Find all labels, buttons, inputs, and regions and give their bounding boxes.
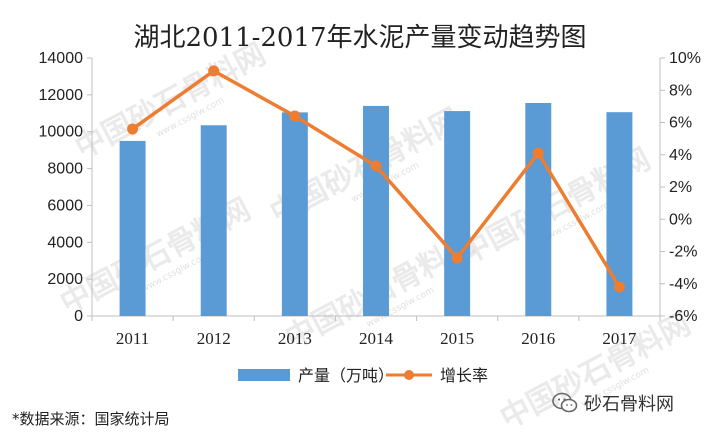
growth-point-2014 <box>370 160 382 172</box>
y-axis-right-ticks: -6% -4% -2% 0% 2% 4% 6% 8% 10% <box>660 50 701 325</box>
y-right-tick-label: 2% <box>669 179 692 196</box>
y-right-tick-label: 6% <box>669 115 692 132</box>
bar-2015 <box>444 111 471 317</box>
y-left-tick-label: 6000 <box>47 197 83 214</box>
y-right-tick-label: 4% <box>669 147 692 164</box>
x-tick-label: 2013 <box>278 329 312 348</box>
y-left-tick-label: 0 <box>74 308 83 325</box>
bar-2011 <box>119 140 146 316</box>
bar-series <box>119 102 633 317</box>
legend-line-label: 增长率 <box>440 366 488 385</box>
x-tick-label: 2015 <box>440 329 474 348</box>
growth-point-2011 <box>127 123 139 135</box>
legend-line-marker <box>404 370 414 380</box>
y-right-tick-label: 8% <box>669 82 692 99</box>
x-tick-label: 2016 <box>521 329 555 348</box>
y-left-tick-label: 14000 <box>39 50 84 67</box>
y-right-tick-label: -6% <box>669 308 697 325</box>
legend-bar-swatch <box>238 369 290 381</box>
chart-title: 湖北2011-2017年水泥产量变动趋势图 <box>133 23 586 53</box>
brand-label: 砂石骨料网 <box>584 394 674 415</box>
growth-point-2012 <box>208 65 220 77</box>
y-left-tick-label: 10000 <box>39 124 84 141</box>
y-axis-left-ticks: 0 2000 4000 6000 8000 10000 12000 14000 <box>39 50 92 325</box>
bar-2016 <box>525 102 552 316</box>
growth-point-2017 <box>613 281 625 293</box>
x-tick-label: 2014 <box>359 329 394 348</box>
source-note: *数据来源：国家统计局 <box>12 410 170 428</box>
y-right-tick-label: -2% <box>669 244 697 261</box>
y-left-tick-label: 4000 <box>47 234 83 251</box>
y-right-tick-label: 10% <box>669 50 701 67</box>
y-left-tick-label: 8000 <box>47 161 83 178</box>
brand: 砂石骨料网 <box>552 390 674 416</box>
x-tick-label: 2012 <box>197 329 231 348</box>
x-axis-ticks: 2011 2012 2013 2014 2015 2016 2017 <box>91 316 661 348</box>
y-left-tick-label: 12000 <box>39 87 84 104</box>
bar-2013 <box>281 112 308 316</box>
growth-point-2016 <box>532 147 544 159</box>
line-series <box>127 65 625 293</box>
wechat-icon <box>552 392 578 413</box>
growth-point-2013 <box>289 110 301 122</box>
bar-2012 <box>200 125 227 316</box>
bar-2014 <box>363 105 389 317</box>
legend: 产量（万吨） 增长率 <box>238 366 488 385</box>
growth-point-2015 <box>451 252 463 264</box>
y-right-tick-label: 0% <box>669 211 692 228</box>
x-tick-label: 2017 <box>602 329 637 348</box>
y-left-tick-label: 2000 <box>47 271 83 288</box>
legend-bar-label: 产量（万吨） <box>298 366 394 385</box>
y-right-tick-label: -4% <box>669 276 697 293</box>
x-tick-label: 2011 <box>116 329 149 348</box>
